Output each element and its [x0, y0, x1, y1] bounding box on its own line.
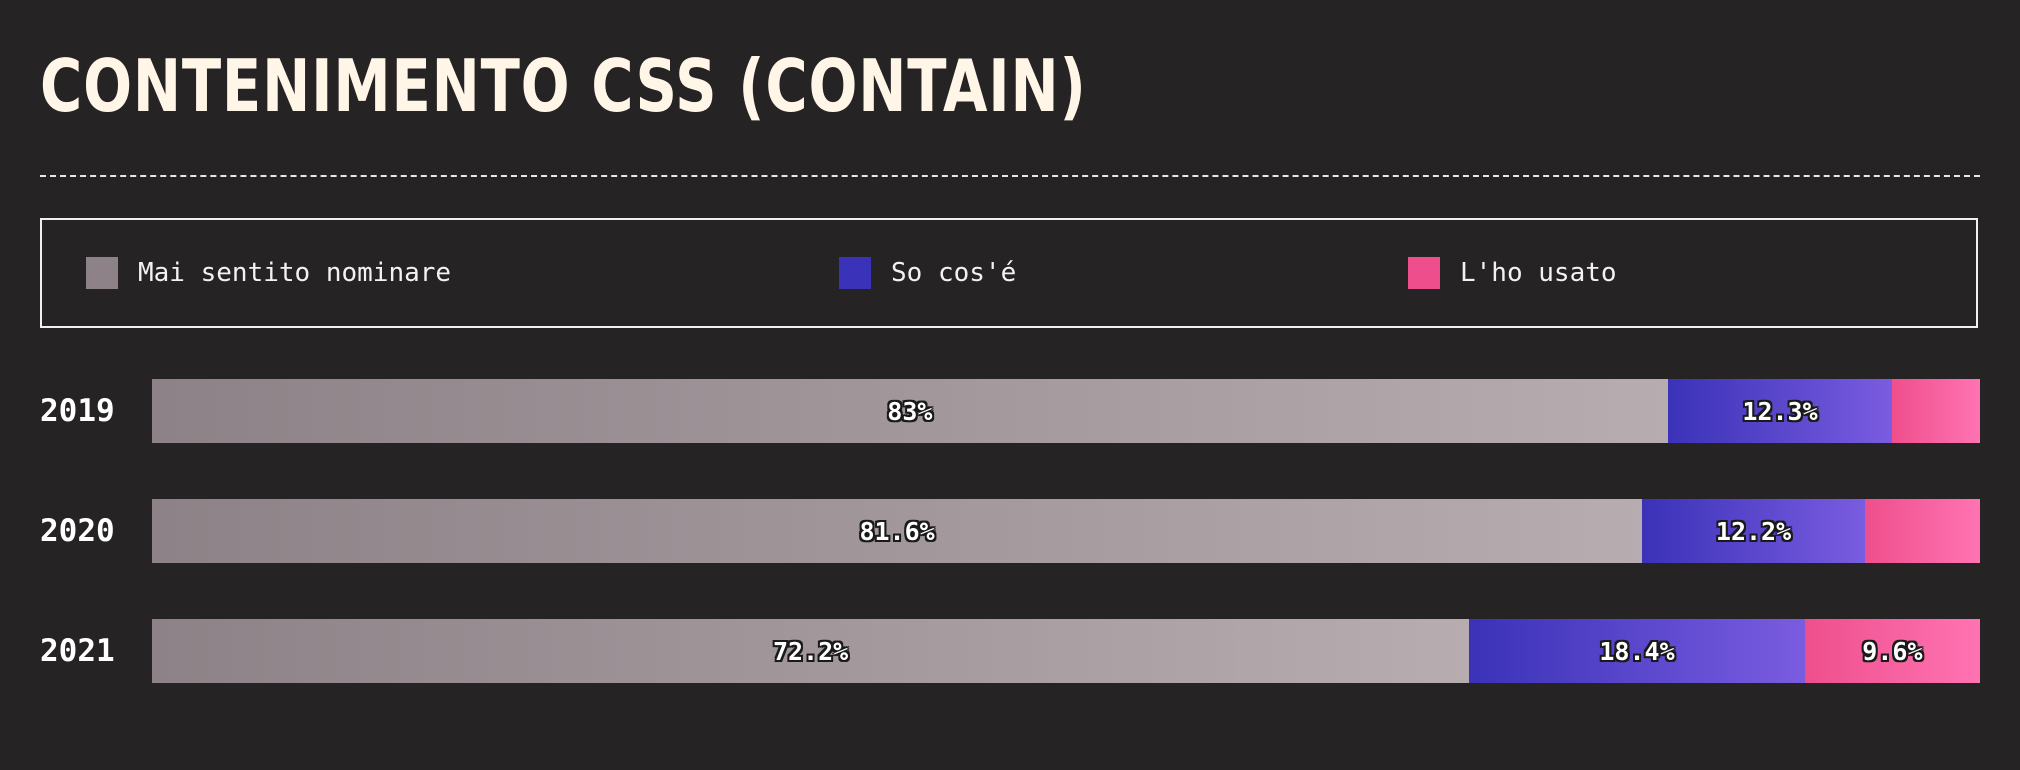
- bar-row-2020: 81.6% 12.2%: [152, 499, 1980, 563]
- bar-segment-2019-never-heard[interactable]: 83%: [152, 379, 1668, 443]
- legend-swatch-know-what-it-is: [839, 257, 871, 289]
- bar-value-label-2019-never-heard: 83%: [887, 396, 933, 426]
- chart-legend: Mai sentito nominare So cos'é L'ho usato: [40, 218, 1978, 328]
- legend-item-never-heard[interactable]: Mai sentito nominare: [86, 220, 451, 326]
- bar-segment-2020-used-it[interactable]: [1864, 499, 1980, 563]
- bar-value-label-2020-never-heard: 81.6%: [859, 516, 935, 546]
- legend-label-used-it: L'ho usato: [1460, 258, 1617, 288]
- title-divider: [40, 175, 1980, 177]
- bar-segment-2020-never-heard[interactable]: 81.6%: [152, 499, 1643, 563]
- bar-value-label-2020-know-what-it-is: 12.2%: [1715, 516, 1792, 546]
- bar-segment-2021-used-it[interactable]: 9.6%: [1804, 619, 1980, 683]
- legend-item-used-it[interactable]: L'ho usato: [1408, 220, 1617, 326]
- legend-label-know-what-it-is: So cos'é: [891, 258, 1017, 288]
- bar-row-2019: 83% 12.3%: [152, 379, 1980, 443]
- legend-swatch-never-heard: [86, 257, 118, 289]
- bar-segment-2019-used-it[interactable]: [1892, 379, 1980, 443]
- bar-segment-2019-know-what-it-is[interactable]: 12.3%: [1667, 379, 1893, 443]
- year-label-2020: 2020: [40, 513, 115, 549]
- bar-value-label-2021-used-it: 9.6%: [1862, 636, 1923, 666]
- bar-segment-2020-know-what-it-is[interactable]: 12.2%: [1642, 499, 1865, 563]
- legend-item-know-what-it-is[interactable]: So cos'é: [839, 220, 1016, 326]
- chart-title: CONTENIMENTO CSS (CONTAIN): [40, 44, 1087, 128]
- bar-value-label-2021-never-heard: 72.2%: [772, 636, 849, 666]
- bar-value-label-2019-know-what-it-is: 12.3%: [1742, 396, 1818, 426]
- bar-row-2021: 72.2% 18.4% 9.6%: [152, 619, 1980, 683]
- legend-swatch-used-it: [1408, 257, 1440, 289]
- year-label-2019: 2019: [40, 393, 115, 429]
- bar-segment-2021-never-heard[interactable]: 72.2%: [152, 619, 1470, 683]
- bar-value-label-2021-know-what-it-is: 18.4%: [1599, 636, 1675, 666]
- legend-label-never-heard: Mai sentito nominare: [138, 258, 452, 288]
- year-label-2021: 2021: [40, 633, 115, 669]
- bar-segment-2021-know-what-it-is[interactable]: 18.4%: [1469, 619, 1805, 683]
